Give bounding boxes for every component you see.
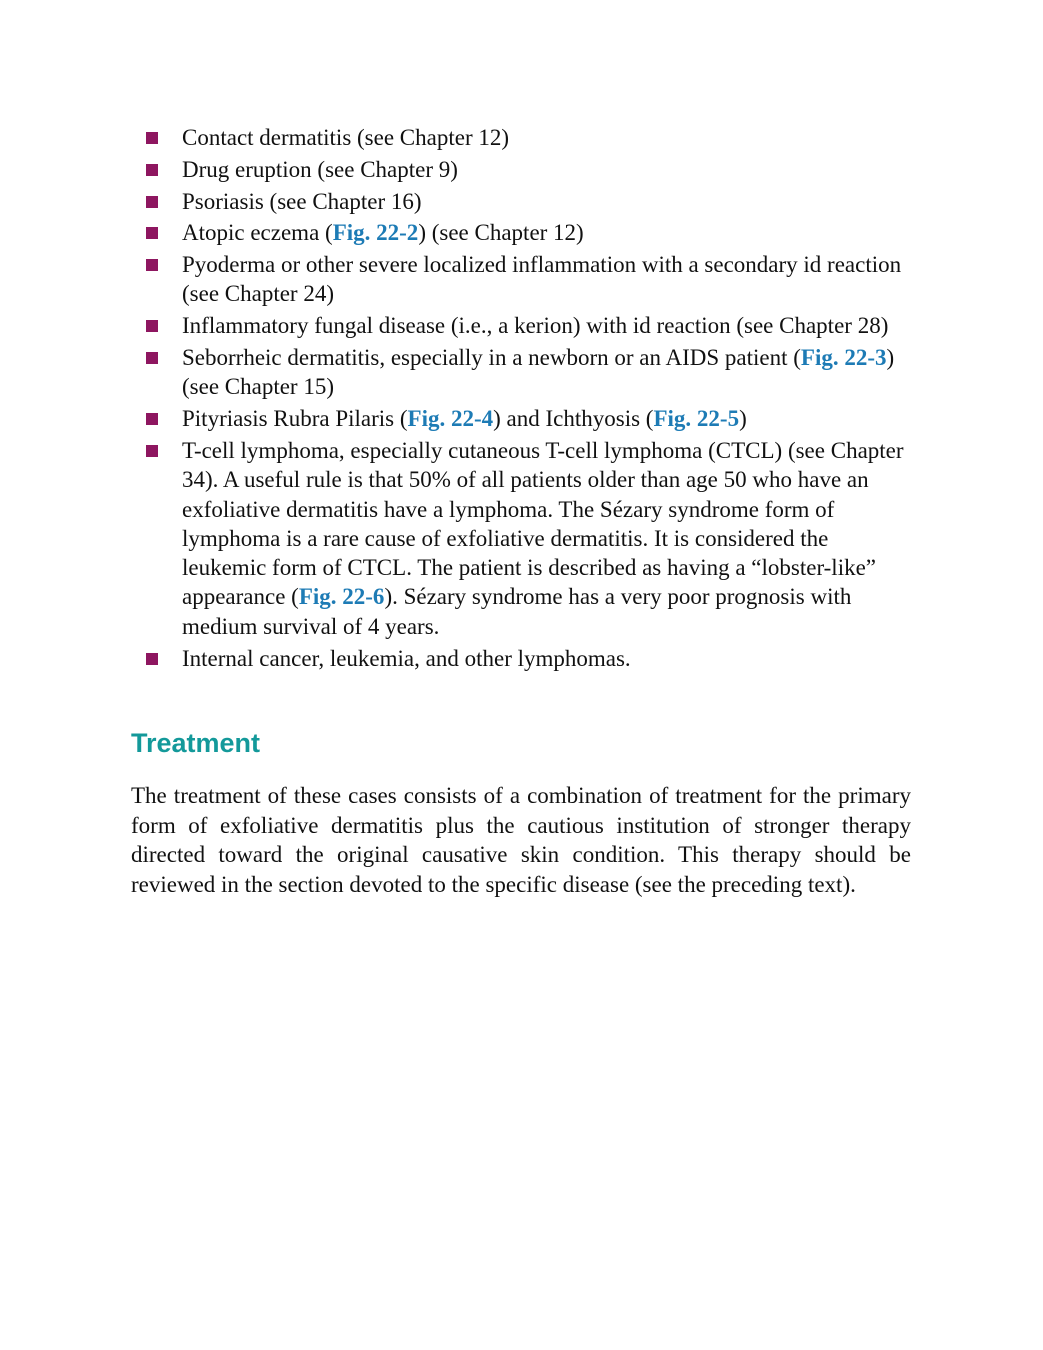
item-text: )	[739, 406, 747, 432]
item-text: Pityriasis Rubra Pilaris (	[182, 406, 408, 432]
item-text: Drug eruption (see Chapter 9)	[182, 156, 458, 182]
figure-link[interactable]: Fig. 22-3	[800, 345, 887, 371]
item-text: ). Sézary syndrome has a very poor progn…	[182, 584, 852, 639]
bullet-list: Contact dermatitis (see Chapter 12) Drug …	[146, 123, 904, 675]
item-text: Atopic eczema (	[182, 220, 333, 246]
list-item: T-cell lymphoma, especially cutaneous T-…	[146, 436, 904, 641]
list-item: Atopic eczema (Fig. 22-2) (see Chapter 1…	[146, 218, 904, 247]
list-item: Seborrheic dermatitis, especially in a n…	[146, 343, 904, 402]
item-text: Seborrheic dermatitis, especially in a n…	[182, 345, 801, 371]
item-text: ) (see Chapter 12)	[418, 220, 584, 246]
item-text: Internal cancer, leukemia, and other lym…	[182, 645, 631, 671]
item-text: T-cell lymphoma, especially cutaneous T-…	[182, 437, 904, 610]
section-heading: Treatment	[131, 728, 261, 758]
paragraph: The treatment of these cases consists of…	[131, 783, 911, 897]
item-text: Contact dermatitis (see Chapter 12)	[182, 125, 510, 150]
item-text: Inflammatory fungal disease (i.e., a ker…	[182, 313, 889, 339]
list-item: Drug eruption (see Chapter 9)	[146, 155, 904, 184]
figure-link[interactable]: Fig. 22-4	[407, 406, 494, 432]
item-text: Psoriasis (see Chapter 16)	[182, 188, 422, 214]
item-text: ) (see Chapter 15)	[182, 345, 895, 400]
figure-link[interactable]: Fig. 22-2	[332, 220, 419, 246]
item-text: Pyoderma or other severe localized infla…	[182, 252, 902, 307]
item-text: ) and Ichthyosis (	[493, 406, 654, 432]
list-item: Pityriasis Rubra Pilaris (Fig. 22-4) and…	[146, 404, 904, 433]
list-item: Psoriasis (see Chapter 16)	[146, 187, 904, 216]
list-item: Inflammatory fungal disease (i.e., a ker…	[146, 311, 904, 340]
figure-link[interactable]: Fig. 22-5	[653, 406, 740, 432]
figure-link[interactable]: Fig. 22-6	[298, 584, 385, 610]
list-item: Internal cancer, leukemia, and other lym…	[146, 644, 904, 673]
list-item: Pyoderma or other severe localized infla…	[146, 250, 904, 309]
list-item: Contact dermatitis (see Chapter 12)	[146, 123, 904, 152]
